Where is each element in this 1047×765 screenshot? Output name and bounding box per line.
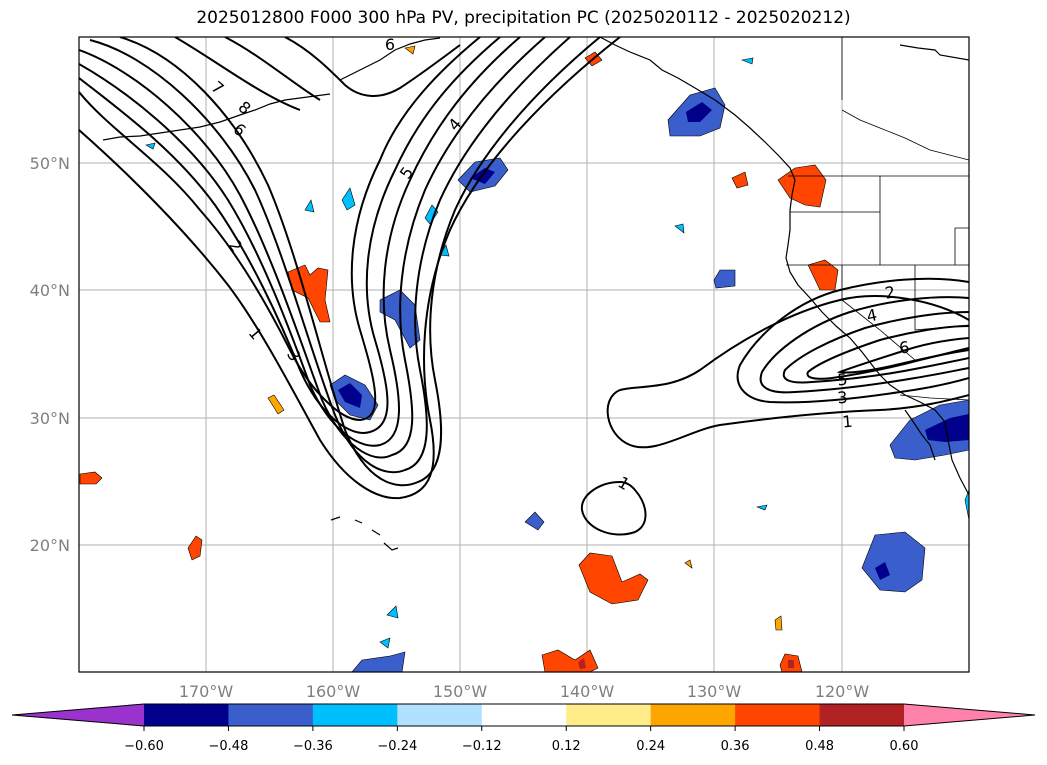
map-frame xyxy=(78,36,970,673)
precip-negative-patch xyxy=(755,504,768,511)
contour-labels: 8 7 6 5 4 3 2 1 1 6 2 4 6 5 3 1 xyxy=(208,35,911,494)
precip-negative-patch xyxy=(379,637,391,649)
precip-positive-patch xyxy=(541,649,599,672)
lon-label: 150°W xyxy=(433,682,488,701)
precip-negative-patch xyxy=(304,199,315,213)
contour-label: 2 xyxy=(883,282,896,302)
precip-positive-patch xyxy=(267,394,285,415)
lat-label: 50°N xyxy=(30,154,70,173)
precip-negative-patch xyxy=(341,187,356,211)
colorbar-tick-label: −0.48 xyxy=(209,739,249,754)
precip-positive-patch xyxy=(578,552,649,605)
contour-label: 3 xyxy=(837,388,849,408)
colorbar-cell xyxy=(650,704,736,726)
lon-label: 140°W xyxy=(560,682,615,701)
colorbar-tick-label: 0.36 xyxy=(721,739,750,754)
precip-positive-patch xyxy=(287,264,331,323)
lon-label: 160°W xyxy=(306,682,361,701)
precip-negative-patch xyxy=(351,651,406,672)
contour-label: 6 xyxy=(230,119,250,140)
precip-negative-patch xyxy=(386,605,399,619)
precip-positive-patch xyxy=(404,45,416,55)
colorbar-cell xyxy=(228,704,314,726)
contour-label: 6 xyxy=(385,35,395,54)
lat-labels: 50°N 40°N 30°N 20°N xyxy=(30,154,70,555)
contour-label: 4 xyxy=(444,114,465,134)
colorbar-cell xyxy=(144,704,229,726)
precip-shading xyxy=(79,45,969,672)
precip-positive-patch xyxy=(774,615,783,631)
contour-label: 1 xyxy=(615,472,633,494)
colorbar-cell xyxy=(566,704,652,726)
colorbar-tick-label: 0.24 xyxy=(636,739,665,754)
colorbar-tick-label: 0.60 xyxy=(890,739,919,754)
precip-negative-patch xyxy=(524,511,545,531)
gridlines xyxy=(79,37,969,672)
contour-label: 1 xyxy=(245,323,266,343)
precip-positive-patch xyxy=(187,535,203,561)
precip-negative-patch xyxy=(713,269,736,289)
precip-negative-patch xyxy=(925,414,969,442)
contour-label: 5 xyxy=(837,370,849,390)
precip-negative-patch xyxy=(875,562,890,580)
lat-label: 20°N xyxy=(30,536,70,555)
colorbar-extend-low xyxy=(12,704,144,726)
precip-negative-patch xyxy=(145,142,156,150)
lat-label: 30°N xyxy=(30,409,70,428)
colorbar-extend-high xyxy=(904,704,1035,726)
precip-negative-patch xyxy=(686,102,712,122)
lon-label: 120°W xyxy=(815,682,870,701)
lon-label: 170°W xyxy=(179,682,234,701)
contour-label: 1 xyxy=(842,412,854,432)
contour-label: 2 xyxy=(225,236,246,255)
contour-label: 4 xyxy=(865,305,879,326)
precip-negative-patch xyxy=(964,489,969,521)
precip-negative-patch xyxy=(740,57,754,65)
colorbar-cell xyxy=(481,704,567,726)
lat-label: 40°N xyxy=(30,281,70,300)
contour-label: 7 xyxy=(208,77,228,98)
contour-label: 8 xyxy=(235,97,255,118)
precip-negative-patch xyxy=(861,531,926,593)
contour-label: 5 xyxy=(396,163,417,182)
precip-negative-patch xyxy=(424,204,439,225)
colorbar-cell xyxy=(819,704,905,726)
precip-positive-patch xyxy=(684,559,693,569)
precip-positive-patch xyxy=(788,660,794,668)
precip-negative-patch xyxy=(674,223,685,234)
contour-label: 6 xyxy=(898,337,911,357)
colorbar-tick-label: 0.12 xyxy=(552,739,581,754)
colorbar-cell xyxy=(312,704,398,726)
precip-positive-patch xyxy=(807,259,839,291)
coastlines xyxy=(102,37,969,551)
precip-positive-patch xyxy=(777,164,827,208)
pv-contours xyxy=(79,37,969,536)
colorbar-tick-label: 0.48 xyxy=(805,739,834,754)
lon-label: 130°W xyxy=(687,682,742,701)
colorbar-tick-label: −0.12 xyxy=(462,739,502,754)
precip-positive-patch xyxy=(731,171,749,189)
colorbar-cell xyxy=(735,704,821,726)
state-borders xyxy=(786,37,969,401)
map-title: 2025012800 F000 300 hPa PV, precipitatio… xyxy=(196,8,851,28)
precip-negative-patch xyxy=(338,383,362,408)
colorbar-cell xyxy=(397,704,483,726)
colorbar-tick-label: −0.24 xyxy=(377,739,417,754)
precip-positive-patch xyxy=(79,471,103,485)
colorbar-tick-label: −0.60 xyxy=(124,739,164,754)
lon-labels: 170°W 160°W 150°W 140°W 130°W 120°W xyxy=(179,682,870,701)
precip-positive-patch xyxy=(578,658,586,669)
colorbar-tick-label: −0.36 xyxy=(293,739,333,754)
colorbar: −0.60 −0.48 −0.36 −0.24 −0.12 0.12 0.24 0.36 0.4… xyxy=(11,703,1036,754)
